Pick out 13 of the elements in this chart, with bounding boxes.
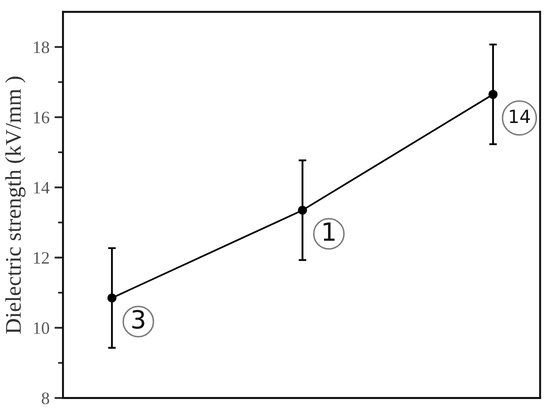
annotation: 14	[510, 110, 530, 123]
annotation: 3	[132, 310, 144, 329]
y-tick-label: 12	[34, 252, 49, 264]
annotation: 1	[324, 222, 335, 241]
y-tick-label: 10	[34, 322, 50, 334]
point	[488, 90, 498, 99]
point	[298, 206, 308, 215]
y-tick-label: 14	[34, 182, 50, 194]
point	[107, 293, 116, 302]
y-tick-label: 18	[34, 41, 50, 54]
y-tick-label: 16	[34, 112, 50, 124]
y-axis-title: Dielectric strength (kV/mm )	[5, 76, 26, 334]
y-tick-label: 8	[42, 392, 50, 404]
